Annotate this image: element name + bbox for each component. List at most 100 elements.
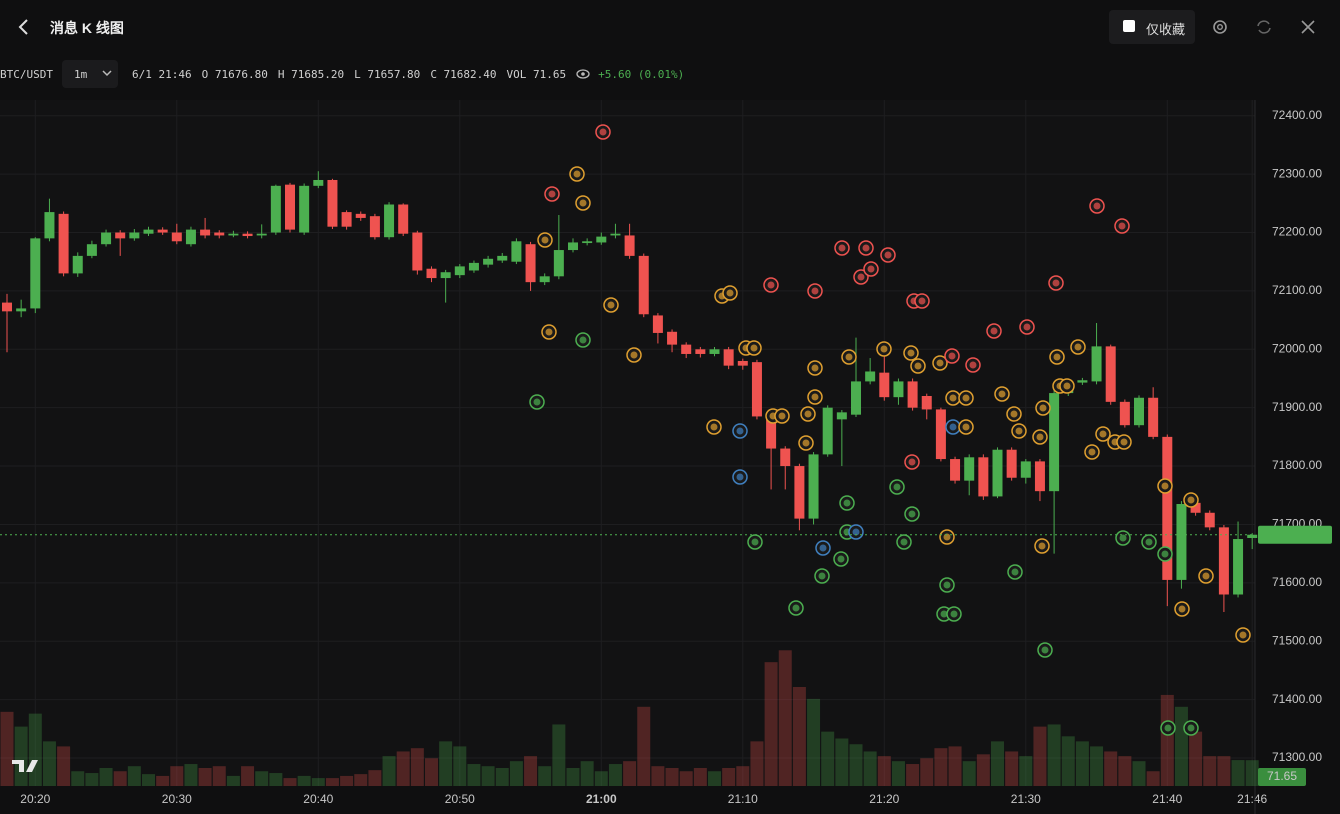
favorite-toggle[interactable]: 仅收藏 — [1109, 10, 1195, 44]
news-marker[interactable] — [841, 349, 857, 365]
news-marker[interactable] — [939, 577, 955, 593]
news-marker[interactable] — [880, 247, 896, 263]
news-marker[interactable] — [904, 454, 920, 470]
news-marker[interactable] — [853, 269, 869, 285]
news-marker[interactable] — [914, 293, 930, 309]
visibility-toggle[interactable] — [576, 69, 590, 79]
news-marker[interactable] — [1089, 198, 1105, 214]
news-marker[interactable] — [1032, 429, 1048, 445]
news-marker[interactable] — [889, 479, 905, 495]
news-marker[interactable] — [1070, 339, 1086, 355]
news-marker[interactable] — [1183, 492, 1199, 508]
news-marker[interactable] — [1183, 720, 1199, 736]
news-marker[interactable] — [1034, 538, 1050, 554]
news-marker[interactable] — [807, 283, 823, 299]
news-marker[interactable] — [839, 524, 855, 540]
news-marker[interactable] — [932, 355, 948, 371]
news-marker[interactable] — [706, 419, 722, 435]
news-marker[interactable] — [936, 606, 952, 622]
news-marker[interactable] — [1198, 568, 1214, 584]
news-marker[interactable] — [1049, 349, 1065, 365]
news-marker[interactable] — [1019, 319, 1035, 335]
news-marker[interactable] — [1037, 642, 1053, 658]
news-marker[interactable] — [1116, 434, 1132, 450]
news-marker[interactable] — [944, 348, 960, 364]
news-marker[interactable] — [1174, 601, 1190, 617]
news-marker[interactable] — [939, 529, 955, 545]
back-button[interactable] — [16, 18, 32, 36]
news-marker[interactable] — [800, 406, 816, 422]
news-marker[interactable] — [876, 341, 892, 357]
news-marker[interactable] — [1048, 275, 1064, 291]
news-marker[interactable] — [1059, 378, 1075, 394]
news-marker[interactable] — [575, 195, 591, 211]
news-marker[interactable] — [1141, 534, 1157, 550]
news-marker[interactable] — [839, 495, 855, 511]
candle-body — [214, 232, 225, 236]
news-marker[interactable] — [1157, 478, 1173, 494]
news-marker[interactable] — [1114, 218, 1130, 234]
news-marker[interactable] — [529, 394, 545, 410]
news-marker[interactable] — [722, 285, 738, 301]
news-marker[interactable] — [626, 347, 642, 363]
news-marker[interactable] — [1084, 444, 1100, 460]
news-marker[interactable] — [746, 340, 762, 356]
news-marker[interactable] — [1160, 720, 1176, 736]
news-marker[interactable] — [1107, 434, 1123, 450]
news-marker[interactable] — [747, 534, 763, 550]
news-marker[interactable] — [814, 568, 830, 584]
news-marker[interactable] — [945, 390, 961, 406]
news-marker[interactable] — [896, 534, 912, 550]
news-marker[interactable] — [1115, 530, 1131, 546]
news-marker[interactable] — [1052, 378, 1068, 394]
news-marker[interactable] — [910, 358, 926, 374]
news-marker[interactable] — [1235, 627, 1251, 643]
news-marker[interactable] — [958, 390, 974, 406]
news-marker[interactable] — [798, 435, 814, 451]
news-marker[interactable] — [714, 288, 730, 304]
news-marker[interactable] — [595, 124, 611, 140]
news-marker[interactable] — [965, 357, 981, 373]
news-marker[interactable] — [569, 166, 585, 182]
news-marker[interactable] — [946, 606, 962, 622]
refresh-button[interactable] — [1255, 18, 1273, 36]
news-marker[interactable] — [906, 293, 922, 309]
news-marker[interactable] — [544, 186, 560, 202]
news-marker[interactable] — [1006, 406, 1022, 422]
volume-bar — [807, 698, 821, 786]
news-marker[interactable] — [774, 408, 790, 424]
close-button[interactable] — [1300, 19, 1316, 35]
news-marker[interactable] — [1095, 426, 1111, 442]
news-marker[interactable] — [945, 419, 961, 435]
news-marker[interactable] — [958, 419, 974, 435]
news-marker[interactable] — [537, 232, 553, 248]
news-marker[interactable] — [834, 240, 850, 256]
news-marker[interactable] — [603, 297, 619, 313]
news-marker[interactable] — [1157, 546, 1173, 562]
settings-button[interactable] — [1211, 18, 1229, 36]
news-marker[interactable] — [986, 323, 1002, 339]
volume-bar — [934, 748, 948, 786]
news-marker[interactable] — [1011, 423, 1027, 439]
news-marker[interactable] — [763, 277, 779, 293]
news-marker[interactable] — [732, 423, 748, 439]
news-marker[interactable] — [815, 540, 831, 556]
news-marker[interactable] — [994, 386, 1010, 402]
news-marker[interactable] — [541, 324, 557, 340]
news-marker[interactable] — [903, 345, 919, 361]
news-marker[interactable] — [807, 389, 823, 405]
news-marker[interactable] — [858, 240, 874, 256]
news-marker[interactable] — [1007, 564, 1023, 580]
news-marker[interactable] — [848, 524, 864, 540]
news-marker[interactable] — [575, 332, 591, 348]
news-marker[interactable] — [1035, 400, 1051, 416]
news-marker[interactable] — [904, 506, 920, 522]
news-marker[interactable] — [807, 360, 823, 376]
news-marker[interactable] — [863, 261, 879, 277]
interval-select[interactable]: 1m — [62, 60, 118, 88]
news-marker[interactable] — [732, 469, 748, 485]
news-marker[interactable] — [765, 408, 781, 424]
news-marker[interactable] — [738, 340, 754, 356]
news-marker[interactable] — [788, 600, 804, 616]
news-marker[interactable] — [833, 551, 849, 567]
